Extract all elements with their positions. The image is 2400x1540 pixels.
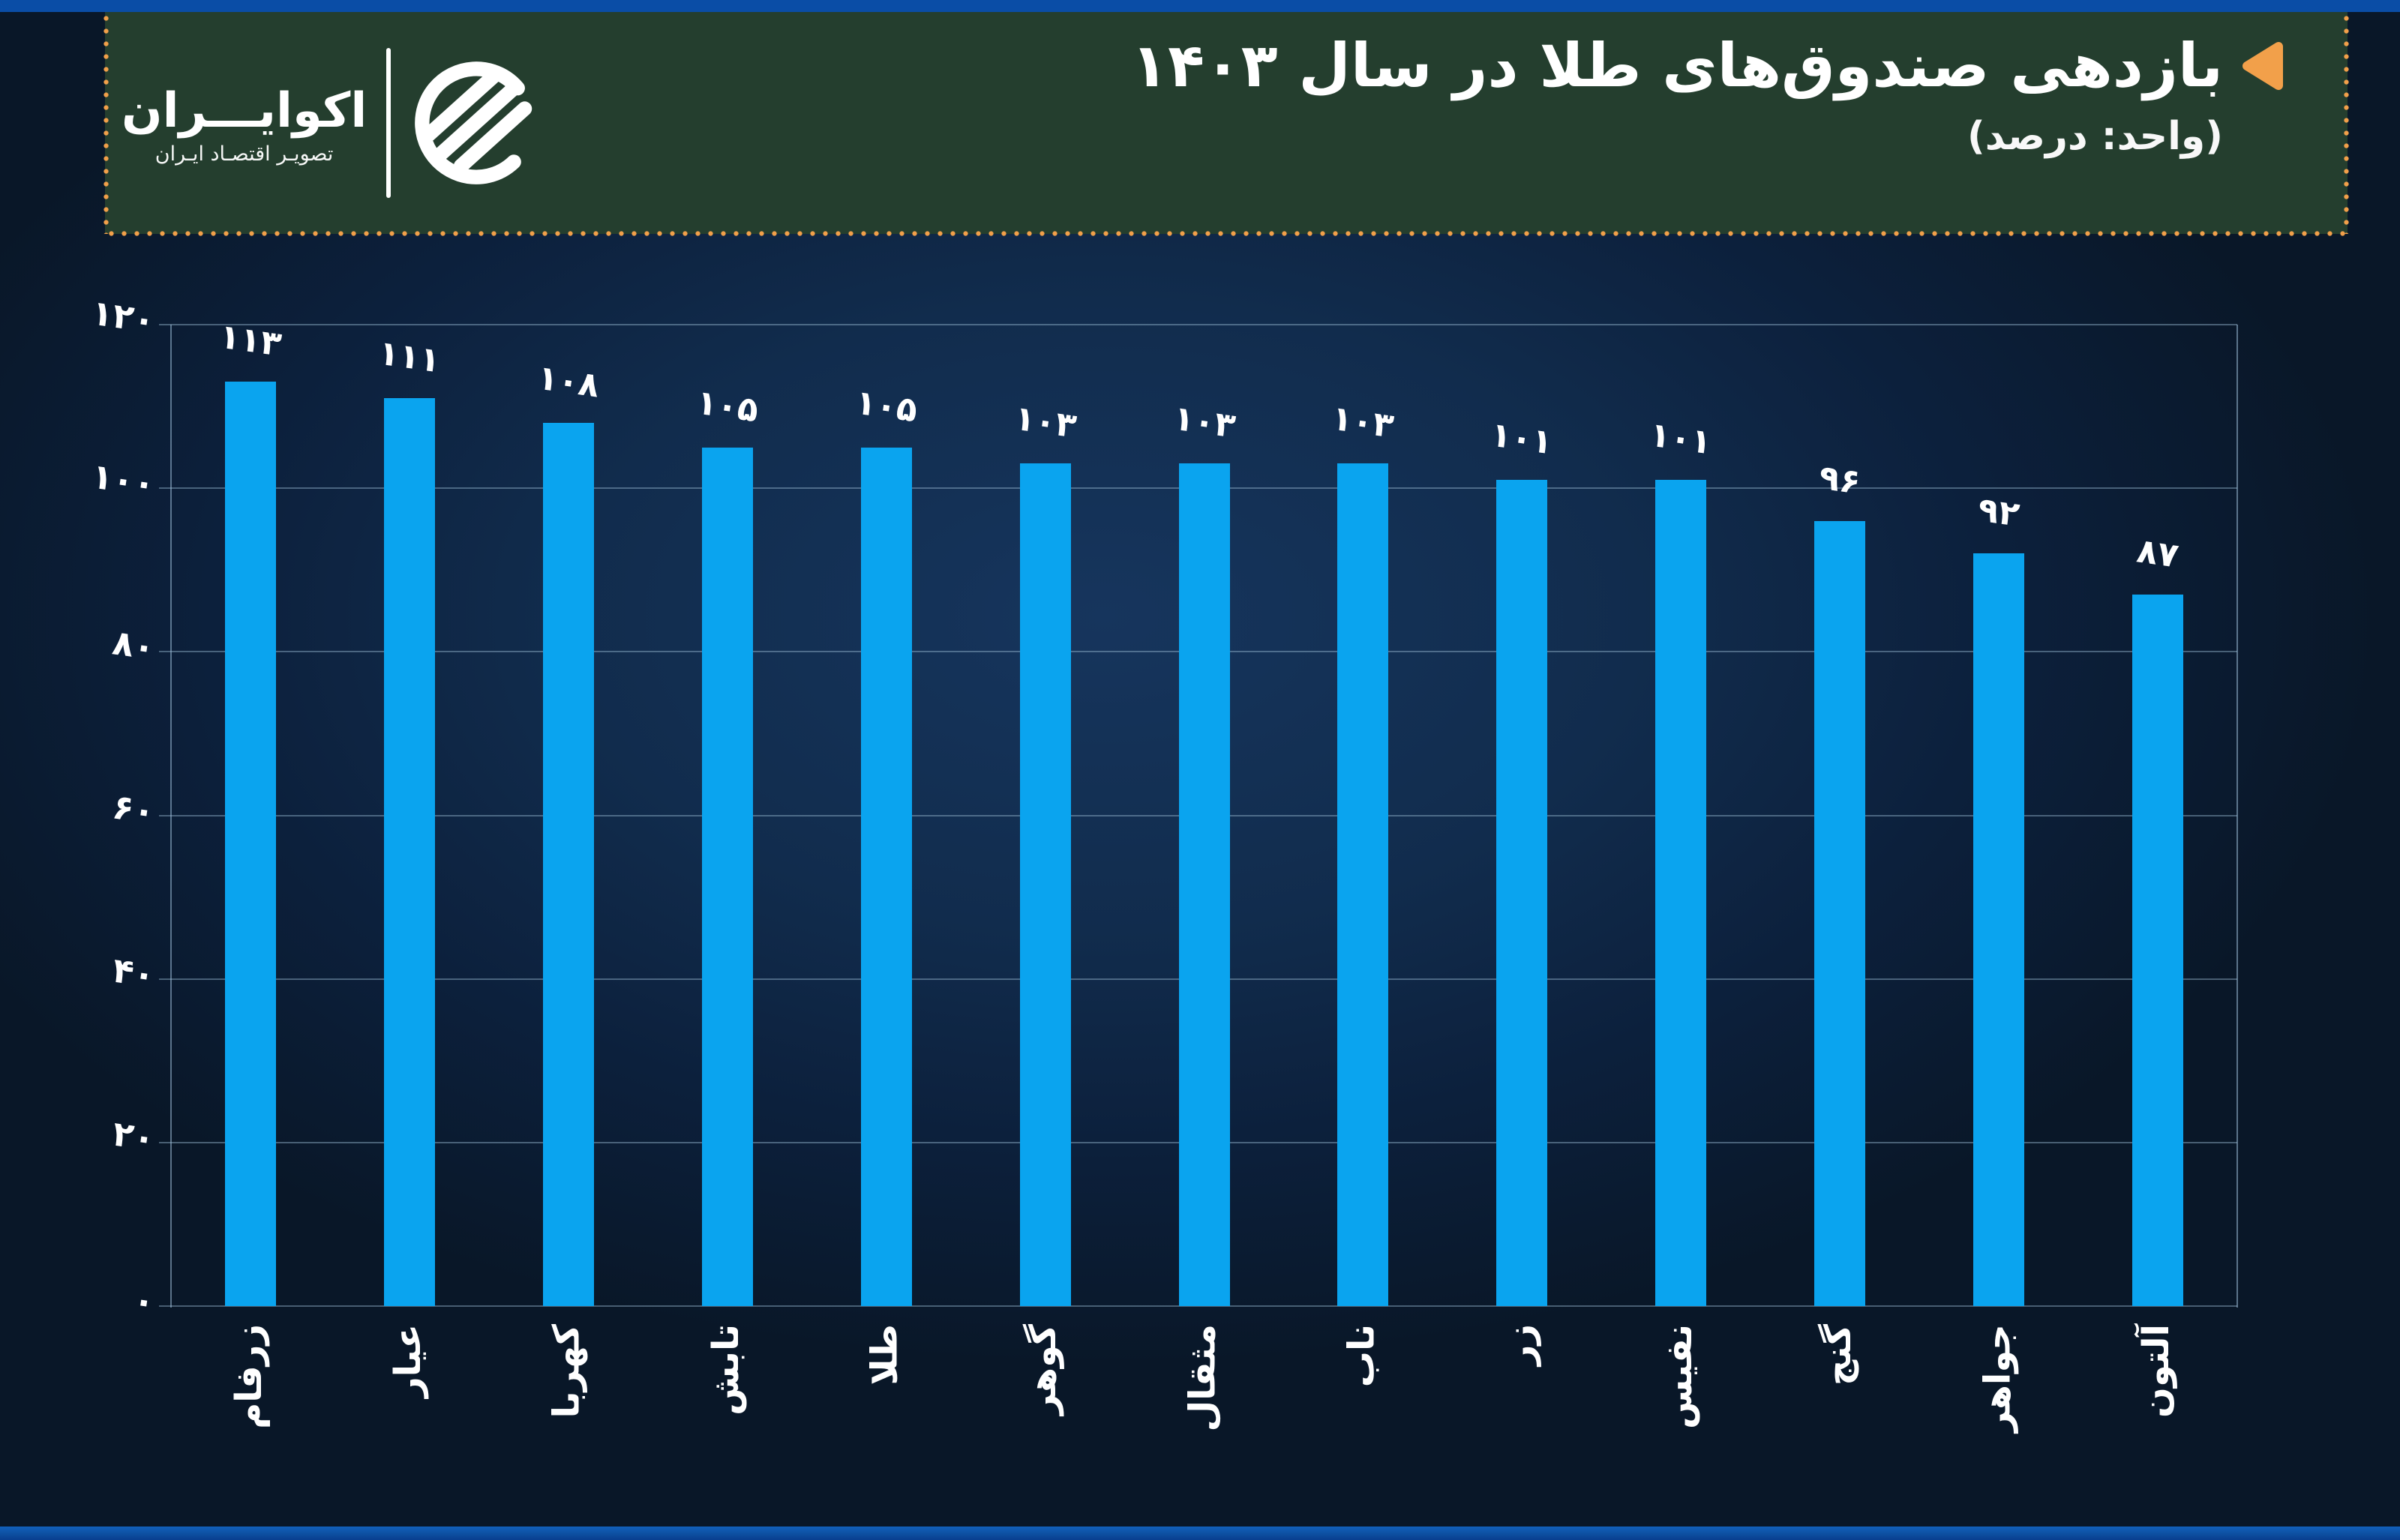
y-axis-tick-label: ۸۰	[110, 622, 158, 669]
bar	[383, 398, 435, 1306]
bar-value-label: ۱۰۵	[853, 382, 920, 430]
x-axis-category-label: طلا	[863, 1324, 906, 1386]
plot-right-border	[2236, 325, 2238, 1308]
gridline	[159, 1305, 2237, 1307]
y-axis-tick-label: ۱۰۰	[88, 455, 158, 505]
dotted-border-right	[2344, 12, 2349, 234]
x-axis-category-label: گنج	[1817, 1324, 1860, 1386]
bar	[1178, 463, 1230, 1306]
x-axis-category-label: نفیس	[1658, 1324, 1701, 1430]
brand-text: اکوایـــران تصویـر اقتصـاد ایـران	[122, 81, 367, 166]
bar-value-label: ۹۶	[1816, 457, 1864, 502]
x-axis-category-label: عیار	[386, 1324, 429, 1398]
bar-value-label: ۱۰۳	[1012, 397, 1079, 446]
x-axis-category-label: ناب	[1340, 1324, 1383, 1388]
bar-value-label: ۸۷	[2134, 530, 2181, 576]
dotted-border-bottom	[105, 231, 2348, 236]
page-title: بازدهی صندوق‌های طلا در سال ۱۴۰۳	[1131, 31, 2223, 100]
bar	[1496, 480, 1548, 1306]
x-axis-category-label: زرفام	[227, 1324, 270, 1429]
x-axis-category-label: تابش	[704, 1324, 747, 1416]
x-axis-category-label: گوهر	[1022, 1324, 1065, 1416]
bar-value-label: ۹۲	[1976, 489, 2022, 535]
bar-value-label: ۱۰۳	[1329, 397, 1396, 446]
bar-value-label: ۱۱۳	[217, 316, 284, 364]
bar	[701, 447, 753, 1306]
y-axis-tick-label: ۱۲۰	[88, 292, 158, 341]
gridline	[159, 324, 2237, 325]
bar-value-label: ۱۰۵	[694, 382, 761, 430]
bar-value-label: ۱۰۸	[535, 357, 602, 406]
unit-subtitle: (واحد: درصد)	[1967, 114, 2223, 159]
brand-tagline: تصویـر اقتصـاد ایـران	[154, 142, 334, 166]
brand-name: اکوایـــران	[122, 82, 368, 139]
y-axis-tick-label: ۰	[130, 1279, 158, 1323]
x-axis-category-label: مثقال	[1181, 1324, 1224, 1432]
bar-value-label: ۱۱۱	[376, 332, 443, 381]
header-panel: اکوایـــران تصویـر اقتصـاد ایـران بازدهی…	[104, 12, 2349, 236]
bar-value-label: ۱۰۳	[1171, 397, 1238, 446]
x-axis-category-label: آلتون	[2135, 1324, 2178, 1419]
bottom-accent-bar	[0, 1527, 2400, 1540]
bar-value-label: ۱۰۱	[1647, 414, 1714, 463]
top-accent-bar	[0, 0, 2400, 12]
y-axis-line	[170, 325, 172, 1308]
bar	[1655, 480, 1707, 1306]
x-axis-category-label: جواهر	[1976, 1324, 2019, 1433]
y-axis-tick-label: ۲۰	[110, 1113, 158, 1159]
dotted-border-left	[104, 12, 109, 234]
bar	[2132, 594, 2184, 1306]
bar	[1814, 520, 1866, 1306]
y-axis-tick-label: ۴۰	[110, 949, 158, 996]
orange-left-triangle-icon	[2242, 42, 2283, 90]
x-axis-category-label: زر	[1499, 1324, 1542, 1366]
title-block: بازدهی صندوق‌های طلا در سال ۱۴۰۳ (واحد: …	[1131, 28, 2286, 159]
bar	[1973, 553, 2025, 1306]
bar	[542, 422, 594, 1306]
brand-separator	[386, 48, 392, 198]
bar	[860, 447, 912, 1306]
bar	[224, 382, 276, 1306]
y-axis-tick-label: ۶۰	[110, 785, 158, 832]
brand-block: اکوایـــران تصویـر اقتصـاد ایـران	[122, 12, 542, 234]
ecoiran-logo-icon	[415, 61, 538, 184]
bar-value-label: ۱۰۱	[1488, 414, 1556, 463]
bar	[1019, 463, 1071, 1306]
x-axis-category-label: کهربا	[545, 1324, 588, 1419]
bar	[1337, 463, 1389, 1306]
